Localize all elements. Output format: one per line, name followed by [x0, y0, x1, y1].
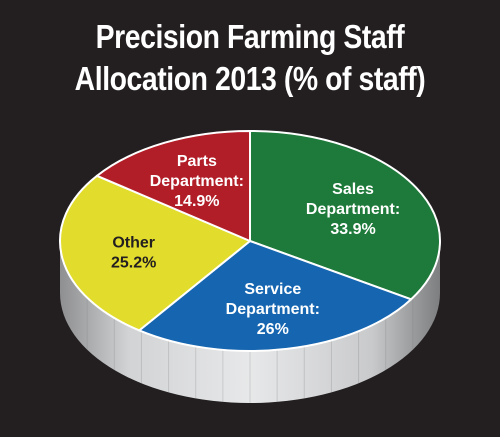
pie-slice-2	[59, 174, 251, 332]
slice-category-label: Department:	[150, 173, 244, 190]
pie-side	[60, 241, 440, 403]
slice-label-2: Other 25.2%	[111, 235, 156, 272]
slice-value-label: 26%	[257, 321, 289, 338]
chart-title-line-1: Precision Farming Staff	[95, 18, 405, 55]
pie-slices	[59, 130, 441, 352]
slice-category-label: Sales	[332, 181, 374, 198]
chart-title-line-2: Allocation 2013 (% of staff)	[74, 60, 426, 97]
slice-category-label: Other	[112, 235, 155, 252]
slice-category-label: Parts	[177, 153, 217, 170]
slice-label-3: Parts Department: 14.9%	[150, 153, 244, 210]
slice-category-label: Service	[244, 281, 301, 298]
pie-side-body	[60, 241, 440, 403]
slice-label-0: Sales Department: 33.9%	[306, 181, 400, 238]
slice-value-label: 25.2%	[111, 255, 156, 272]
pie-slice-3	[95, 130, 251, 242]
slice-category-label: Department:	[306, 201, 400, 218]
slice-value-label: 14.9%	[174, 193, 219, 210]
slice-category-label: Department:	[226, 301, 320, 318]
slice-value-label: 33.9%	[330, 221, 375, 238]
pie-slice-1	[138, 240, 413, 352]
pie-labels: Sales Department: 33.9% Service Department: 2…	[111, 153, 400, 338]
slice-label-1: Service Department: 26%	[226, 281, 320, 338]
